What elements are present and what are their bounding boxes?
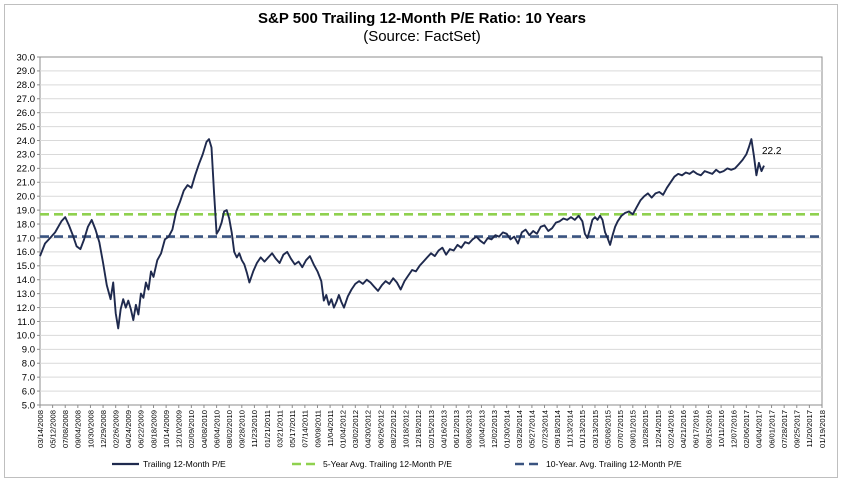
x-tick-label: 07/28/2017 [780,410,789,448]
x-tick-label: 08/08/2013 [465,410,474,448]
y-tick-label: 13.0 [17,289,36,300]
x-tick-label: 10/11/2016 [717,410,726,447]
x-tick-label: 06/22/2009 [137,410,146,448]
x-tick-label: 12/02/2013 [490,410,499,448]
x-tick-label: 04/30/2012 [364,410,373,448]
y-tick-label: 25.0 [17,122,36,133]
x-tick-label: 02/06/2017 [742,410,751,448]
x-tick-label: 03/28/2014 [515,410,524,448]
x-tick-label: 11/13/2014 [566,410,575,447]
x-tick-label: 05/08/2015 [603,410,612,448]
x-tick-label: 06/01/2017 [767,410,776,448]
x-tick-label: 01/13/2015 [578,410,587,448]
x-tick-label: 02/26/2009 [111,410,120,448]
x-tick-label: 05/27/2014 [528,410,537,448]
y-tick-label: 19.0 [17,205,36,216]
y-tick-label: 24.0 [17,136,36,147]
x-tick-label: 10/28/2015 [641,410,650,448]
x-tick-label: 07/08/2008 [61,410,70,448]
x-tick-label: 08/15/2016 [704,410,713,448]
y-tick-label: 8.0 [22,359,35,370]
plot-area [39,56,823,406]
x-tick-label: 02/15/2013 [427,410,436,448]
x-tick-label: 04/04/2017 [755,410,764,448]
chart-title: S&P 500 Trailing 12-Month P/E Ratio: 10 … [258,10,586,27]
y-tick-label: 7.0 [22,372,35,383]
legend-item-trailing-pe-label: Trailing 12-Month P/E [143,459,226,469]
y-tick-label: 26.0 [17,108,36,119]
y-tick-label: 12.0 [17,303,36,314]
x-tick-label: 07/23/2014 [540,410,549,448]
x-tick-label: 09/25/2017 [793,410,802,448]
x-tick-label: 04/08/2010 [200,410,209,448]
x-tick-label: 01/30/2014 [502,410,511,448]
x-tick-label: 07/14/2011 [301,410,310,447]
y-tick-label: 23.0 [17,150,36,161]
x-tick-label: 12/29/2008 [99,410,108,448]
x-tick-label: 04/24/2009 [124,410,133,448]
x-tick-label: 12/24/2015 [654,410,663,448]
x-tick-label: 09/04/2008 [74,410,83,448]
y-tick-label: 30.0 [17,52,36,63]
x-tick-label: 07/07/2015 [616,410,625,448]
x-tick-label: 05/12/2008 [48,410,57,448]
x-tick-label: 08/18/2009 [149,410,158,448]
x-tick-label: 02/09/2010 [187,410,196,448]
x-tick-label: 06/26/2012 [376,410,385,448]
x-tick-label: 10/04/2013 [477,410,486,448]
x-tick-label: 09/18/2014 [553,410,562,448]
x-tick-label: 03/21/2011 [275,410,284,447]
x-tick-label: 10/14/2009 [162,410,171,448]
x-tick-label: 03/14/2008 [36,410,45,448]
y-tick-label: 16.0 [17,247,36,258]
x-tick-label: 11/20/2017 [805,410,814,447]
x-tick-label: 06/12/2013 [452,410,461,448]
y-tick-label: 11.0 [17,317,35,328]
x-tick-label: 06/04/2010 [212,410,221,448]
y-tick-label: 5.0 [22,400,35,411]
y-tick-label: 6.0 [22,386,35,397]
x-tick-label: 05/17/2011 [288,410,297,447]
chart-frame [4,4,838,478]
y-tick-label: 21.0 [17,178,36,189]
y-tick-label: 20.0 [17,192,36,203]
x-tick-label: 10/30/2008 [86,410,95,448]
y-tick-label: 27.0 [17,94,36,105]
y-tick-label: 22.0 [17,164,36,175]
y-tick-label: 29.0 [17,66,36,77]
x-tick-label: 01/04/2012 [339,410,348,448]
x-tick-label: 01/21/2011 [263,410,272,447]
x-tick-label: 12/10/2009 [175,410,184,448]
x-tick-label: 04/21/2016 [679,410,688,448]
legend-item-ten-year-average-label: 10-Year. Avg. Trailing 12-Month P/E [546,459,682,469]
x-tick-label: 08/02/2010 [225,410,234,448]
x-tick-label: 12/18/2012 [414,410,423,448]
x-tick-label: 04/16/2013 [439,410,448,448]
end-value-label: 22.2 [762,146,782,157]
x-tick-label: 03/13/2015 [591,410,600,448]
x-tick-label: 06/17/2016 [692,410,701,448]
x-tick-label: 11/23/2010 [250,410,259,447]
y-tick-label: 9.0 [22,345,35,356]
x-tick-label: 08/22/2012 [389,410,398,448]
chart-subtitle: (Source: FactSet) [363,28,481,45]
y-tick-label: 14.0 [17,275,36,286]
y-tick-label: 10.0 [17,331,36,342]
x-tick-label: 09/01/2015 [629,410,638,448]
y-tick-label: 18.0 [17,219,36,230]
x-tick-label: 02/24/2016 [666,410,675,448]
y-tick-label: 17.0 [17,233,36,244]
pe-ratio-series-line [39,138,765,330]
x-tick-label: 10/18/2012 [402,410,411,448]
y-tick-label: 15.0 [17,261,36,272]
x-tick-label: 09/09/2011 [313,410,322,447]
x-tick-label: 03/02/2012 [351,410,360,448]
legend-item-five-year-average-label: 5-Year Avg. Trailing 12-Month P/E [323,459,452,469]
x-tick-label: 09/28/2010 [238,410,247,448]
x-tick-label: 11/04/2011 [326,410,335,447]
x-tick-label: 01/19/2018 [818,410,827,448]
y-tick-label: 28.0 [17,80,36,91]
x-tick-label: 12/07/2016 [730,410,739,448]
